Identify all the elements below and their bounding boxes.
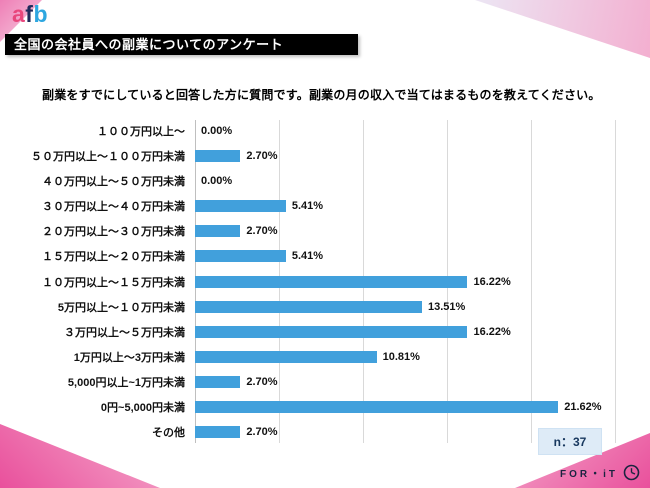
value-label: 13.51% [427,300,466,313]
bar-track: 0.00% [195,118,650,143]
bar-track: 0.00% [195,168,650,193]
chart-row: 5万円以上～１０万円未満 13.51% [0,294,650,319]
bar-track: 2.70% [195,420,650,445]
value-label: 16.22% [473,325,511,338]
category-label: ４０万円以上～５０万円未満 [42,175,185,188]
value-label: 2.70% [246,225,278,238]
category-label: 5,000円以上~1万円未満 [67,377,185,390]
category-label: １５万円以上～２０万円未満 [42,251,185,264]
category-label: 0円~5,000円未満 [100,402,185,415]
bar-track: 16.22% [195,319,650,344]
bar [195,250,286,263]
bar-track: 5.41% [195,193,650,218]
value-label: 0.00% [201,124,233,137]
chart-row: ３０万円以上～４０万円未満 5.41% [0,193,650,218]
category-label: １００万円以上～ [97,125,185,138]
bar-track: 2.70% [195,219,650,244]
afb-logo: afb [12,1,48,28]
corner-decoration-top-right [475,0,650,58]
bar [195,376,241,389]
chart-row: １５万円以上～２０万円未満 5.41% [0,244,650,269]
chart-row: 0円~5,000円未満 21.62% [0,395,650,420]
chart-row: 1万円以上～3万円未満 10.81% [0,344,650,369]
bar-track: 21.62% [195,395,650,420]
bar-track: 10.81% [195,344,650,369]
category-label: １０万円以上～１５万円未満 [42,276,185,289]
category-label: ３０万円以上～４０万円未満 [42,201,185,214]
value-label: 2.70% [246,149,278,162]
survey-title-bar: 全国の会社員への副業についてのアンケート [5,34,358,55]
bar-track: 5.41% [195,244,650,269]
value-label: 21.62% [564,401,602,414]
category-label: ２０万円以上～３０万円未満 [42,226,185,239]
category-label: 5万円以上～１０万円未満 [57,301,185,314]
chart-rows: １００万円以上～ 0.00% ５０万円以上～１００万円未満 2.70% ４０万円以上～５… [0,118,650,445]
chart-row: １００万円以上～ 0.00% [0,118,650,143]
value-label: 16.22% [473,275,511,288]
bar-track: 2.70% [195,370,650,395]
bar [195,300,422,313]
gridline [531,120,532,443]
chart-row: ２０万円以上～３０万円未満 2.70% [0,219,650,244]
chart-row: ５０万円以上～１００万円未満 2.70% [0,143,650,168]
bar [195,275,468,288]
value-label: 0.00% [201,174,233,187]
bar [195,426,241,439]
bar-chart: １００万円以上～ 0.00% ５０万円以上～１００万円未満 2.70% ４０万円以上～５… [0,118,650,445]
category-label: ３万円以上～５万円未満 [64,326,185,339]
chart-row: その他 2.70% [0,420,650,445]
bar [195,149,241,162]
gridline [615,120,616,443]
bar [195,200,286,213]
bar-track: 16.22% [195,269,650,294]
question-text: 副業をすでにしていると回答した方に質問です。副業の月の収入で当てはまるものを教え… [42,88,601,102]
chart-row: １０万円以上～１５万円未満 16.22% [0,269,650,294]
value-label: 2.70% [246,426,278,439]
bar [195,401,559,414]
chart-row: ３万円以上～５万円未満 16.22% [0,319,650,344]
value-label: 10.81% [382,350,420,363]
category-label: ５０万円以上～１００万円未満 [31,150,185,163]
forit-logo: FOR・iT [560,464,640,481]
bar [195,350,377,363]
bar-track: 13.51% [195,294,650,319]
chart-row: ４０万円以上～５０万円未満 0.00% [0,168,650,193]
forit-logo-text: FOR・iT [560,469,618,480]
bar-track: 2.70% [195,143,650,168]
value-label: 5.41% [291,250,324,263]
value-label: 2.70% [246,376,278,389]
logo-letter-a: a [12,1,26,27]
bar [195,225,241,238]
sample-size-badge: n：37 [538,428,602,455]
logo-letter-b: b [33,1,49,27]
value-label: 5.41% [291,200,324,213]
logo-letter-f: f [25,1,34,27]
category-label: 1万円以上～3万円未満 [73,351,185,364]
chart-row: 5,000円以上~1万円未満 2.70% [0,370,650,395]
category-label: その他 [152,427,185,440]
bar [195,325,468,338]
clock-icon [623,464,640,481]
